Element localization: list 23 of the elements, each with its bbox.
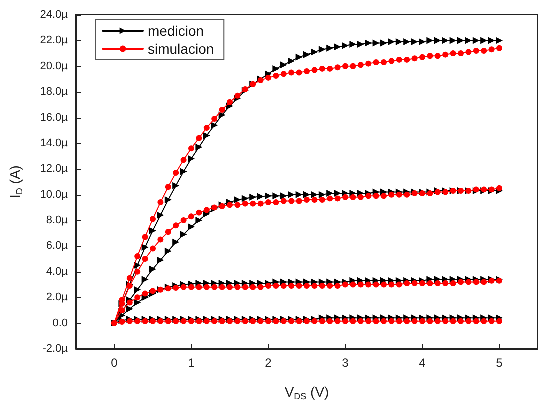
y-tick-label: 0.0 — [52, 317, 68, 330]
y-tick-label: 10.0µ — [40, 188, 69, 201]
legend-label: medicion — [148, 23, 204, 39]
y-tick-label: 20.0µ — [40, 60, 69, 72]
x-tick-label: 5 — [496, 356, 504, 370]
y-tick-label: 8.0µ — [46, 214, 69, 227]
x-tick-label: 3 — [342, 356, 350, 370]
x-tick-label: 2 — [265, 356, 272, 370]
y-axis-title: ID (A) — [7, 166, 24, 198]
y-tick-label: 22.0µ — [40, 34, 69, 47]
y-tick-label: 14.0µ — [40, 137, 69, 150]
legend-label: simulacion — [148, 41, 214, 57]
y-tick-label: 24.0µ — [40, 9, 69, 21]
y-tick-label: 2.0µ — [46, 292, 69, 304]
y-tick-label: 18.0µ — [40, 86, 69, 98]
x-tick-label: 1 — [188, 356, 196, 370]
x-tick-label: 0 — [111, 356, 118, 370]
y-tick-label: 16.0µ — [40, 112, 69, 124]
x-tick-label: 4 — [419, 356, 426, 370]
y-tick-label: 4.0µ — [46, 266, 69, 278]
y-tick-label: 6.0µ — [46, 240, 69, 252]
y-tick-label: 12.0µ — [40, 163, 69, 176]
y-tick-label: -2.0µ — [42, 343, 69, 355]
